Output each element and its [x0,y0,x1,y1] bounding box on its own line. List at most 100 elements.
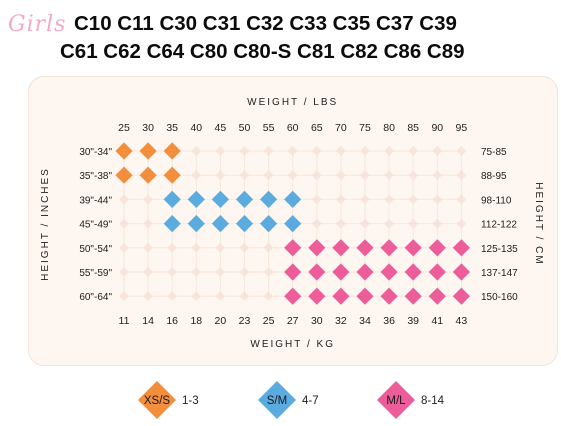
tick-label-cm: 88-95 [481,171,507,182]
legend-diamond-m-l [377,381,415,419]
tick-label-kg: 18 [190,315,202,327]
tick-label-kg: 30 [311,315,323,327]
empty-marker [335,170,346,181]
empty-marker [456,170,467,181]
left-axis-title: HEIGHT / INCHES [40,167,51,281]
empty-marker [287,146,298,156]
empty-marker [143,242,154,253]
empty-marker [263,146,274,156]
tick-label-kg: 16 [166,315,178,327]
size-marker-s-m [163,190,181,208]
size-marker-m-l [452,239,470,257]
size-marker-s-m [163,215,181,233]
tick-label-inches: 55"-59" [79,268,112,279]
empty-marker [119,194,129,205]
size-marker-s-m [235,190,254,208]
empty-marker [215,242,226,253]
legend-size-label: S/M [267,395,287,407]
size-marker-m-l [380,287,398,305]
empty-marker [263,291,274,302]
tick-label-kg: 25 [263,315,275,327]
empty-marker [408,194,419,205]
empty-marker [167,242,178,253]
tick-label-lbs: 60 [287,122,299,134]
size-marker-s-m [187,215,205,233]
size-marker-m-l [332,263,350,281]
size-marker-m-l [380,239,398,257]
empty-marker [119,291,129,302]
empty-marker [311,170,322,181]
empty-marker [335,194,346,205]
empty-marker [191,267,202,277]
tick-label-lbs: 70 [335,122,347,134]
tick-label-kg: 36 [383,315,395,327]
size-marker-s-m [260,190,278,208]
legend-diamond-xs-s [138,381,176,419]
tick-label-lbs: 45 [215,122,227,134]
empty-marker [432,194,443,205]
size-marker-m-l [308,239,326,257]
empty-marker [408,170,419,181]
size-marker-m-l [332,287,350,305]
size-marker-xs-s [139,142,157,160]
tick-label-cm: 112-122 [481,220,517,231]
size-marker-m-l [356,287,374,305]
empty-marker [311,218,322,229]
size-marker-m-l [452,287,470,305]
empty-marker [384,218,395,229]
legend-size-label: XS/S [144,395,171,407]
tick-label-kg: 20 [215,315,227,327]
size-marker-m-l [284,287,302,305]
girls-logo: Girls [8,12,67,37]
empty-marker [239,146,250,156]
tick-label-kg: 14 [142,315,154,327]
right-axis-title: HEIGHT / CM [533,182,544,265]
empty-marker [239,291,250,302]
empty-marker [143,218,154,229]
tick-label-inches: 45"-49" [79,220,112,231]
empty-marker [215,291,226,302]
legend-range-m-l: 8-14 [421,395,445,407]
size-marker-xs-s [115,142,133,160]
size-marker-s-m [284,215,302,233]
size-marker-m-l [356,263,374,281]
empty-marker [432,146,443,156]
size-marker-m-l [284,263,302,281]
empty-marker [432,218,443,229]
size-marker-s-m [187,190,205,208]
tick-label-lbs: 25 [118,122,130,134]
empty-marker [384,170,395,181]
empty-marker [191,242,202,253]
empty-marker [143,291,154,302]
tick-label-cm: 125-135 [481,244,518,255]
empty-marker [191,146,202,156]
tick-label-lbs: 40 [190,122,202,134]
empty-marker [215,267,226,277]
empty-marker [167,267,178,277]
size-marker-xs-s [139,166,157,184]
empty-marker [456,218,467,229]
size-marker-s-m [211,215,229,233]
size-marker-m-l [452,263,470,281]
tick-label-kg: 23 [239,315,251,327]
size-marker-m-l [332,239,350,257]
size-marker-m-l [308,263,326,281]
size-marker-m-l [356,239,374,257]
empty-marker [360,194,370,205]
tick-label-inches: 30"-34" [79,147,112,158]
tick-label-lbs: 95 [456,122,468,134]
tick-label-kg: 43 [456,315,468,327]
size-marker-m-l [404,263,422,281]
empty-marker [239,170,250,181]
empty-marker [408,218,419,229]
tick-label-cm: 137-147 [481,268,518,279]
empty-marker [191,291,202,302]
legend-range-s-m: 4-7 [302,395,319,407]
empty-marker [456,194,467,205]
tick-label-cm: 98-110 [481,195,512,206]
empty-marker [432,170,443,181]
tick-label-lbs: 50 [239,122,251,134]
legend-range-xs-s: 1-3 [182,395,199,407]
size-marker-m-l [428,287,446,305]
size-marker-m-l [428,239,446,257]
